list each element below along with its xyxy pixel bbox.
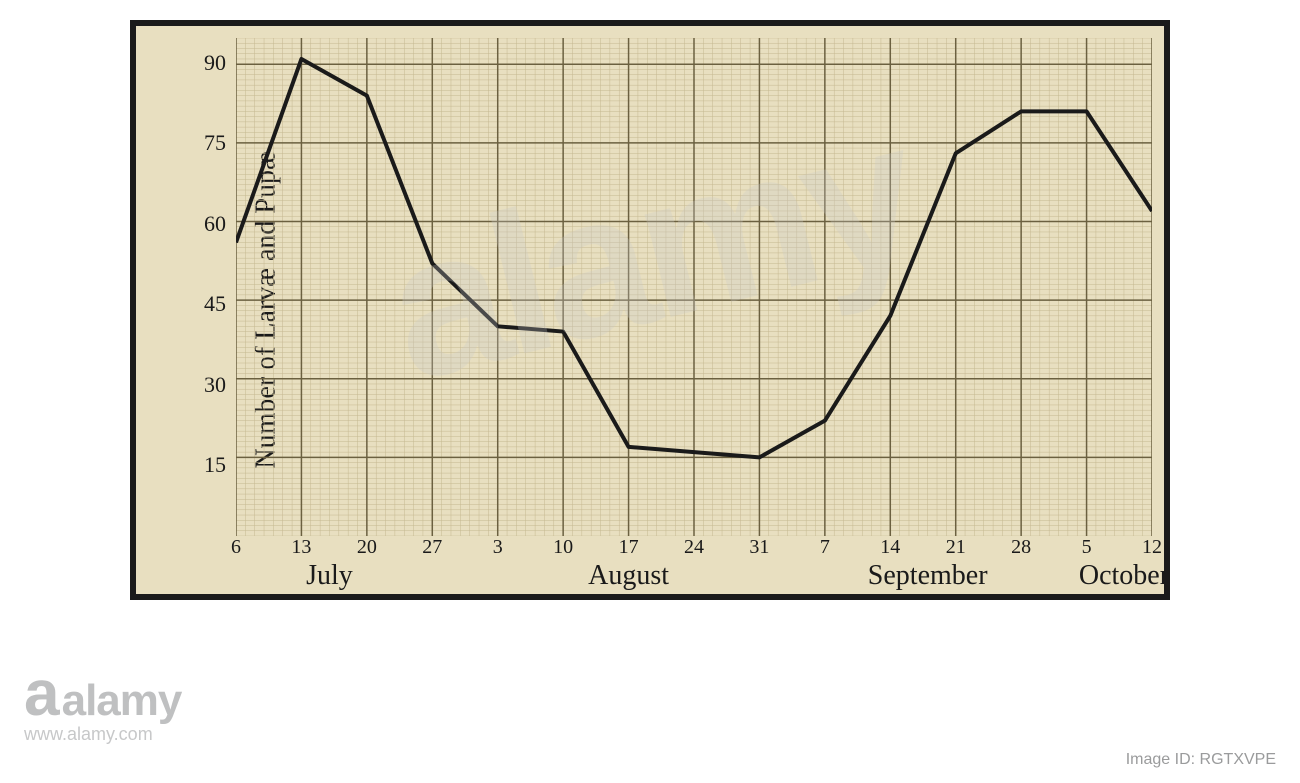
chart-border: Number of Larvæ and Pupæ 153045607590 61… <box>130 20 1170 600</box>
xtick-label: 28 <box>1011 536 1031 559</box>
ytick-label: 90 <box>204 50 226 76</box>
month-label: July <box>306 560 353 592</box>
x-axis-ticks: 61320273101724317142128512 <box>236 536 1152 558</box>
xtick-label: 7 <box>820 536 830 559</box>
month-labels: JulyAugustSeptemberOctober <box>236 558 1152 592</box>
month-label: October <box>1079 560 1169 592</box>
xtick-label: 6 <box>231 536 241 559</box>
xtick-label: 31 <box>749 536 769 559</box>
plot-area <box>236 38 1152 536</box>
y-axis-ticks: 15 30 45 60 75 90 <box>186 36 226 546</box>
month-label: September <box>868 560 988 592</box>
ytick-label: 75 <box>204 130 226 156</box>
data-line <box>236 38 1152 536</box>
xtick-label: 24 <box>684 536 704 559</box>
alamy-logo-block: a alamy www.alamy.com <box>24 656 181 745</box>
ytick-label: 15 <box>204 452 226 478</box>
xtick-label: 10 <box>553 536 573 559</box>
xtick-label: 14 <box>880 536 900 559</box>
alamy-symbol: a <box>24 656 56 730</box>
chart-container: Number of Larvæ and Pupæ 153045607590 61… <box>130 20 1170 600</box>
ytick-label: 45 <box>204 291 226 317</box>
alamy-url: www.alamy.com <box>24 724 181 745</box>
xtick-label: 27 <box>422 536 442 559</box>
alamy-brand: alamy <box>62 676 182 726</box>
xtick-label: 17 <box>619 536 639 559</box>
xtick-label: 21 <box>946 536 966 559</box>
xtick-label: 20 <box>357 536 377 559</box>
ytick-label: 60 <box>204 211 226 237</box>
xtick-label: 3 <box>493 536 503 559</box>
xtick-label: 13 <box>291 536 311 559</box>
month-label: August <box>588 560 669 592</box>
watermark-bar: a alamy www.alamy.com Image ID: RGTXVPE <box>0 618 1300 783</box>
xtick-label: 5 <box>1082 536 1092 559</box>
xtick-label: 12 <box>1142 536 1162 559</box>
image-id: Image ID: RGTXVPE <box>1126 751 1276 769</box>
ytick-label: 30 <box>204 372 226 398</box>
